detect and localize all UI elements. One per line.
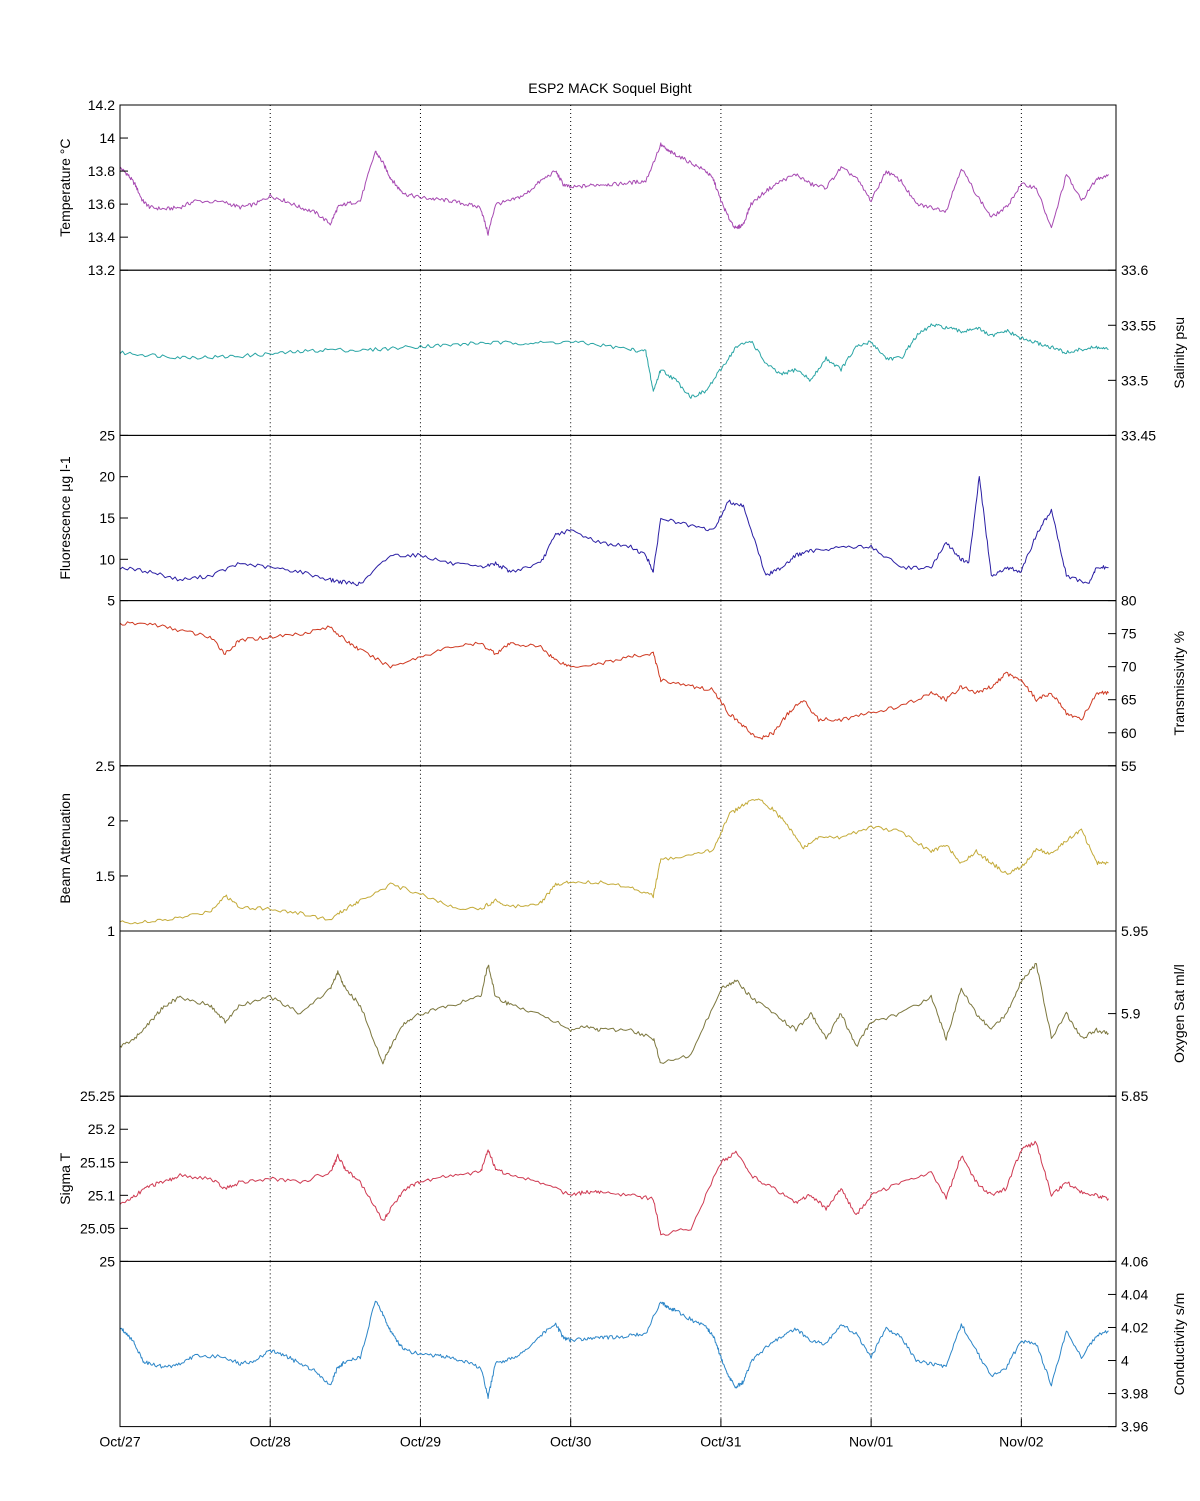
y-tick-label-conductivity: 4: [1121, 1353, 1129, 1369]
x-tick-label: Nov/01: [849, 1434, 894, 1450]
y-tick-label-transmissivity: 75: [1121, 626, 1137, 642]
series-line-sigma_t: [119, 1140, 1109, 1236]
y-tick-label-sigma_t: 25.2: [88, 1121, 115, 1137]
y-tick-label-beam_attenuation: 2.5: [96, 758, 116, 774]
y-tick-label-sigma_t: 25: [99, 1253, 115, 1269]
panel-oxygen_sat: 5.85 5.9 5.95 Oxygen Sat ml/l: [119, 923, 1187, 1104]
panel-frame-fluorescence: [119, 434, 1117, 602]
panel-frame-oxygen_sat: [119, 930, 1117, 1097]
y-axis-label-oxygen_sat: Oxygen Sat ml/l: [1171, 964, 1187, 1063]
y-tick-label-beam_attenuation: 1.5: [96, 868, 116, 884]
y-axis-label-transmissivity: Transmissivity %: [1171, 631, 1187, 736]
y-tick-label-beam_attenuation: 1: [107, 923, 115, 939]
x-tick-label: Nov/02: [999, 1434, 1044, 1450]
panel-frame-transmissivity: [119, 600, 1117, 767]
y-tick-label-conductivity: 4.04: [1121, 1286, 1148, 1302]
panel-frame-beam_attenuation: [119, 765, 1117, 932]
panel-sigma_t: 25 25.05 25.1 25.15 25.2 25.25 Sigma T: [57, 1088, 1117, 1269]
y-tick-label-transmissivity: 70: [1121, 659, 1137, 675]
x-axis: Oct/27 Oct/28 Oct/29 Oct/30 Oct/31 Nov/01 Nov/…: [99, 1418, 1044, 1450]
panel-frame-conductivity: [119, 1260, 1117, 1428]
chart-title: ESP2 MACK Soquel Bight: [528, 80, 692, 96]
y-tick-label-sigma_t: 25.1: [88, 1187, 115, 1203]
series-line-beam_attenuation: [119, 798, 1109, 925]
panel-frame-salinity: [119, 269, 1117, 436]
panel-temperature: 13.2 13.4 13.6 13.8 14 14.2 Temperature °C: [57, 97, 1117, 278]
y-tick-label-sigma_t: 25.25: [80, 1088, 115, 1104]
y-tick-label-temperature: 14: [99, 130, 115, 146]
y-tick-label-sigma_t: 25.05: [80, 1220, 115, 1236]
x-tick-label: Oct/27: [99, 1434, 140, 1450]
y-tick-label-salinity: 33.55: [1121, 317, 1156, 333]
y-axis-label-salinity: Salinity psu: [1171, 317, 1187, 389]
y-tick-label-salinity: 33.6: [1121, 262, 1148, 278]
panel-conductivity: 3.96 3.98 4 4.02 4.04 4.06 Conductivity s/m: [119, 1253, 1187, 1435]
x-tick-label: Oct/29: [400, 1434, 441, 1450]
y-tick-label-fluorescence: 15: [99, 510, 115, 526]
y-tick-label-conductivity: 3.96: [1121, 1419, 1148, 1435]
series-line-temperature: [119, 142, 1109, 236]
y-tick-label-temperature: 13.6: [88, 196, 115, 212]
y-tick-label-fluorescence: 5: [107, 593, 115, 609]
y-tick-label-conductivity: 4.02: [1121, 1319, 1148, 1335]
series-line-transmissivity: [119, 621, 1109, 740]
series-line-oxygen_sat: [119, 963, 1109, 1065]
x-tick-label: Oct/31: [700, 1434, 741, 1450]
y-tick-label-beam_attenuation: 2: [107, 813, 115, 829]
y-tick-label-fluorescence: 10: [99, 551, 115, 567]
series-line-conductivity: [119, 1300, 1109, 1399]
y-tick-label-sigma_t: 25.15: [80, 1154, 115, 1170]
panel-salinity: 33.45 33.5 33.55 33.6 Salinity psu: [119, 262, 1187, 443]
y-tick-label-oxygen_sat: 5.9: [1121, 1006, 1141, 1022]
panel-transmissivity: 55 60 65 70 75 80 Transmissivity %: [119, 593, 1187, 774]
y-tick-label-temperature: 13.8: [88, 163, 115, 179]
y-tick-label-transmissivity: 60: [1121, 725, 1137, 741]
y-tick-label-transmissivity: 80: [1121, 593, 1137, 609]
y-axis-label-temperature: Temperature °C: [57, 138, 73, 236]
y-tick-label-conductivity: 4.06: [1121, 1253, 1148, 1269]
y-axis-label-conductivity: Conductivity s/m: [1171, 1293, 1187, 1396]
panel-fluorescence: 5 10 15 20 25 Fluorescence µg l-1: [57, 427, 1117, 609]
series-line-salinity: [119, 323, 1109, 399]
y-tick-label-transmissivity: 55: [1121, 758, 1137, 774]
y-axis-label-fluorescence: Fluorescence µg l-1: [57, 456, 73, 579]
y-tick-label-oxygen_sat: 5.95: [1121, 923, 1148, 939]
y-tick-label-temperature: 13.4: [88, 229, 115, 245]
y-axis-label-sigma_t: Sigma T: [57, 1152, 73, 1204]
panel-beam_attenuation: 1 1.5 2 2.5 Beam Attenuation: [57, 758, 1117, 939]
y-tick-label-salinity: 33.45: [1121, 427, 1156, 443]
x-tick-label: Oct/30: [550, 1434, 591, 1450]
x-tick-label: Oct/28: [250, 1434, 291, 1450]
series-line-fluorescence: [119, 476, 1109, 587]
y-tick-label-salinity: 33.5: [1121, 372, 1148, 388]
y-tick-label-temperature: 14.2: [88, 97, 115, 113]
y-tick-label-temperature: 13.2: [88, 262, 115, 278]
y-tick-label-fluorescence: 25: [99, 427, 115, 443]
y-tick-label-conductivity: 3.98: [1121, 1386, 1148, 1402]
y-axis-label-beam_attenuation: Beam Attenuation: [57, 793, 73, 904]
y-tick-label-transmissivity: 65: [1121, 692, 1137, 708]
panel-frame-temperature: [119, 104, 1117, 271]
y-tick-label-fluorescence: 20: [99, 469, 115, 485]
y-tick-label-oxygen_sat: 5.85: [1121, 1088, 1148, 1104]
